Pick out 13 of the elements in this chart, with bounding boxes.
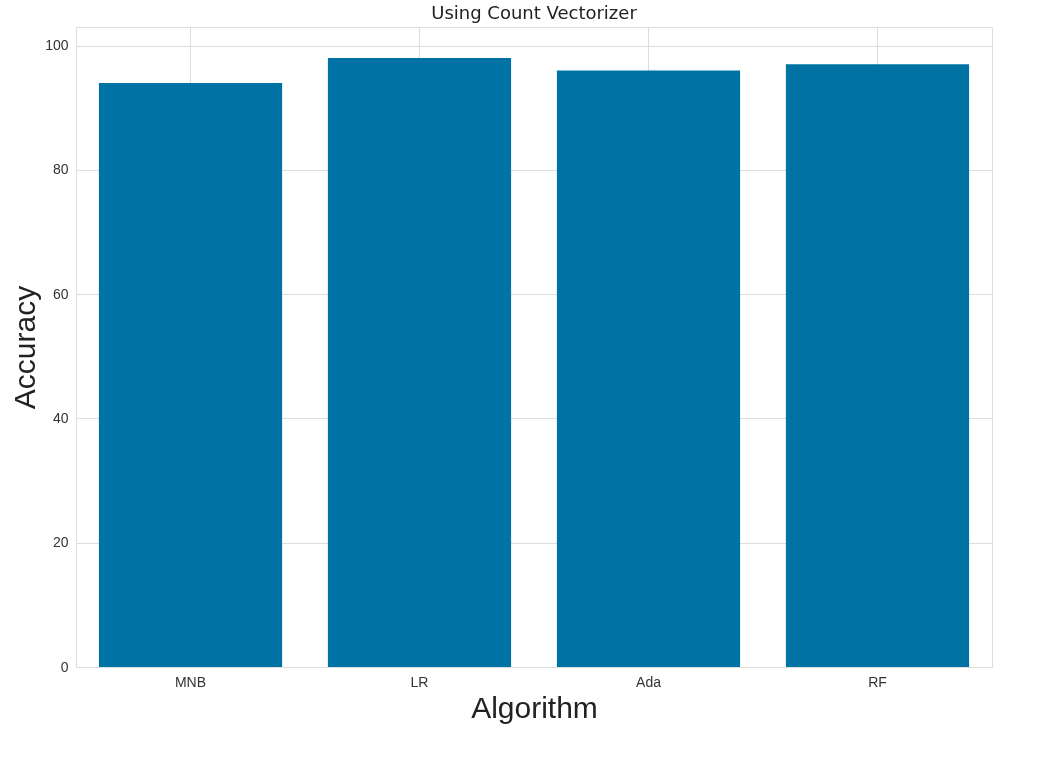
y-tick-label: 60 [52, 285, 69, 302]
y-tick-label: 20 [52, 534, 69, 551]
y-tick-label: 100 [45, 37, 69, 54]
x-tick-label: RF [868, 673, 887, 690]
y-tick-label: 40 [52, 409, 69, 426]
x-tick-label: LR [410, 673, 429, 690]
y-tick-label: 0 [60, 658, 69, 675]
chart-title: Using Count Vectorizer [431, 2, 638, 23]
x-axis-title: Algorithm [471, 690, 598, 724]
y-axis-title: Accuracy [8, 285, 42, 410]
y-tick-label: 80 [52, 161, 69, 178]
x-tick-label: MNB [174, 673, 207, 690]
x-tick-label: Ada [636, 673, 662, 690]
